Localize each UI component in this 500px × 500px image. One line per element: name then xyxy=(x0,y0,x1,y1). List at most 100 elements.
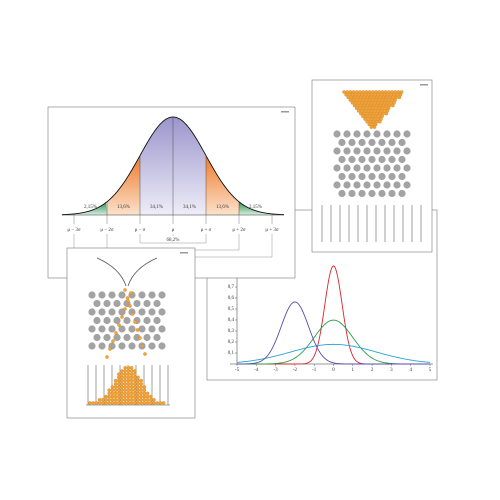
ball xyxy=(133,401,137,405)
ball xyxy=(123,378,127,383)
ball xyxy=(372,125,377,129)
ball xyxy=(94,401,99,405)
ball xyxy=(140,344,145,348)
peg xyxy=(138,325,146,333)
sigma-label: μ − 2σ xyxy=(100,228,114,233)
peg xyxy=(123,316,131,325)
ball xyxy=(110,388,115,392)
x-tick-label: 0 xyxy=(332,368,335,373)
ball xyxy=(126,385,131,389)
ball xyxy=(149,398,153,402)
ball xyxy=(136,394,140,399)
peg xyxy=(113,316,121,325)
peg xyxy=(128,342,136,350)
peg xyxy=(93,299,101,308)
peg xyxy=(373,147,381,155)
curve-region xyxy=(64,202,107,215)
funnel xyxy=(96,257,158,287)
ball xyxy=(110,385,115,389)
ball xyxy=(350,101,355,105)
ball xyxy=(133,378,137,383)
ball xyxy=(126,391,131,396)
ball xyxy=(120,398,124,402)
peg xyxy=(93,316,101,325)
ball xyxy=(110,394,115,399)
percent-label: 2,15% xyxy=(249,205,262,210)
peg xyxy=(143,333,151,342)
sigma-label: μ + σ xyxy=(201,228,212,233)
ball xyxy=(126,398,131,402)
ball xyxy=(117,394,121,399)
percent-label: 34,1% xyxy=(183,205,196,210)
peg xyxy=(363,130,371,138)
peg xyxy=(368,172,376,181)
ball xyxy=(97,401,102,405)
ball xyxy=(352,103,357,108)
peg xyxy=(398,172,406,181)
ball xyxy=(142,398,147,402)
peg xyxy=(108,325,116,333)
peg xyxy=(383,130,391,138)
ball xyxy=(91,401,95,405)
ball xyxy=(161,401,166,405)
peg xyxy=(153,299,161,308)
peg xyxy=(393,181,401,189)
peg xyxy=(98,342,106,350)
peg xyxy=(113,333,121,342)
y-tick-label: 0,1 xyxy=(228,351,235,356)
peg xyxy=(348,189,356,198)
peg xyxy=(393,147,401,155)
peg xyxy=(98,325,106,333)
peg xyxy=(373,181,381,189)
galton-poster xyxy=(311,79,433,253)
ball xyxy=(113,378,118,383)
ball xyxy=(149,401,153,405)
ball xyxy=(158,401,163,405)
ball xyxy=(117,323,121,327)
peg xyxy=(363,164,371,172)
peg xyxy=(133,333,141,342)
ball xyxy=(129,366,134,370)
ball xyxy=(113,385,118,389)
ball xyxy=(123,366,127,370)
y-tick-label: 0,6 xyxy=(228,296,235,301)
ball xyxy=(133,369,137,373)
peg xyxy=(388,155,396,164)
ball xyxy=(126,401,131,405)
peg xyxy=(338,172,346,181)
peg xyxy=(153,333,161,342)
ball xyxy=(123,372,127,376)
ball xyxy=(126,366,131,370)
ball xyxy=(120,372,124,376)
peg xyxy=(383,181,391,189)
ball xyxy=(113,398,118,402)
ball xyxy=(126,375,131,380)
ball xyxy=(123,394,127,399)
ball xyxy=(129,378,134,383)
percent-label: 2,15% xyxy=(84,205,97,210)
x-tick-label: -3 xyxy=(274,368,279,373)
ball xyxy=(139,394,143,399)
x-tick-label: 1 xyxy=(352,368,355,373)
ball xyxy=(125,296,130,300)
percent-label: 34,1% xyxy=(150,205,163,210)
peg xyxy=(368,189,376,198)
peg xyxy=(153,316,161,325)
ball xyxy=(120,382,124,386)
ball xyxy=(133,394,137,399)
ball xyxy=(129,382,134,386)
peg xyxy=(118,291,126,299)
peg xyxy=(138,291,146,299)
ball xyxy=(107,398,111,402)
peg xyxy=(133,299,141,308)
peg xyxy=(358,138,366,147)
peg xyxy=(143,299,151,308)
ball xyxy=(356,109,361,113)
ball xyxy=(359,111,363,116)
ball xyxy=(97,398,102,402)
ball xyxy=(117,378,121,383)
peg xyxy=(158,342,166,350)
ball xyxy=(120,375,124,380)
ball xyxy=(117,398,121,402)
ball xyxy=(139,391,143,396)
